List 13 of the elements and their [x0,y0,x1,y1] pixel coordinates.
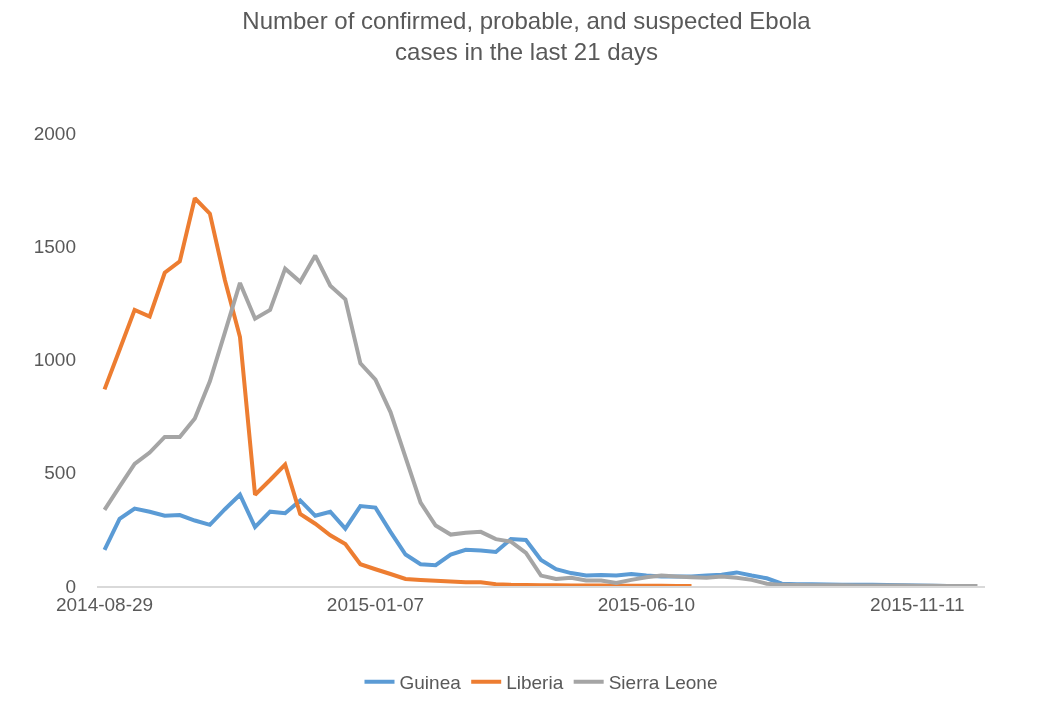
line-series [102,253,980,586]
y-tick-label: 1000 [33,349,76,371]
y-tick-label: 500 [44,462,76,484]
line-series [102,196,694,586]
chart-title: Number of confirmed, probable, and suspected Ebola cases in the last 21 days [242,6,812,65]
x-tick-label: 2015-06-10 [597,593,695,615]
y-tick-label: 2000 [33,122,76,144]
legend-label: Liberia [506,672,564,694]
x-tick-label: 2015-01-07 [326,593,425,615]
legend-label: Sierra Leone [608,672,718,694]
y-tick-label: 1500 [33,235,76,257]
x-tick-label: 2015-11-11 [870,593,965,615]
legend-label: Guinea [399,672,462,694]
